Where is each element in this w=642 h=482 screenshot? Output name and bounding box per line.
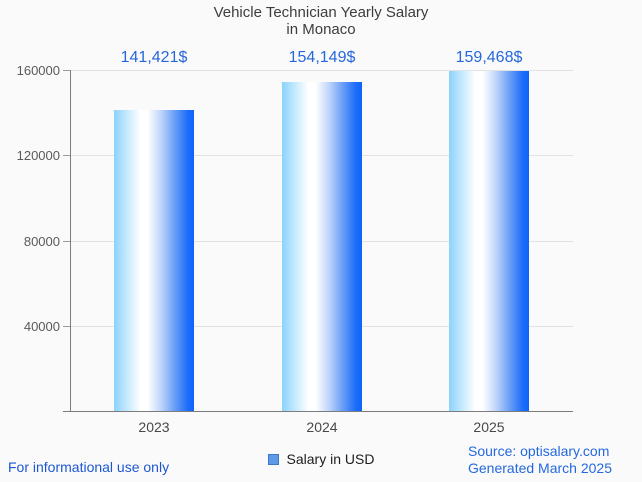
y-tick-label: 40000 [23, 319, 60, 334]
bar-2024[interactable] [282, 82, 362, 411]
x-tick-label-2025: 2025 [473, 419, 505, 435]
bar-value-label-2023: 141,421$ [120, 49, 188, 66]
bar-value-label-2024: 154,149$ [288, 49, 356, 66]
bar-2025[interactable] [449, 71, 529, 411]
x-tick-label-2023: 2023 [138, 419, 170, 435]
legend: Salary in USD [0, 452, 642, 467]
x-tick-label-2024: 2024 [306, 419, 338, 435]
disclaimer-text: For informational use only [8, 459, 170, 475]
y-tick-label: 160000 [16, 63, 60, 78]
legend-swatch-icon [267, 454, 279, 465]
chart-title-line1: Vehicle Technician Yearly Salary [213, 4, 429, 21]
y-tick-mark [63, 70, 70, 71]
y-axis-line [70, 70, 71, 411]
y-tick-label: 80000 [23, 234, 60, 249]
chart-title: Vehicle Technician Yearly Salary in Mona… [0, 4, 642, 38]
x-axis-line [63, 411, 573, 412]
bar-value-label-2025: 159,468$ [455, 49, 523, 66]
y-tick-label: 120000 [16, 148, 60, 163]
generated-date: Generated March 2025 [468, 459, 612, 476]
grid-line [70, 70, 573, 71]
source-link[interactable]: Source: optisalary.com [468, 443, 610, 459]
chart-title-line2: in Monaco [286, 21, 356, 38]
y-tick-mark [63, 241, 70, 242]
source-block: Source: optisalary.com Generated March 2… [468, 443, 612, 476]
y-tick-mark [63, 155, 70, 156]
y-tick-mark [63, 326, 70, 327]
bar-2023[interactable] [114, 110, 194, 411]
legend-label: Salary in USD [286, 451, 375, 467]
